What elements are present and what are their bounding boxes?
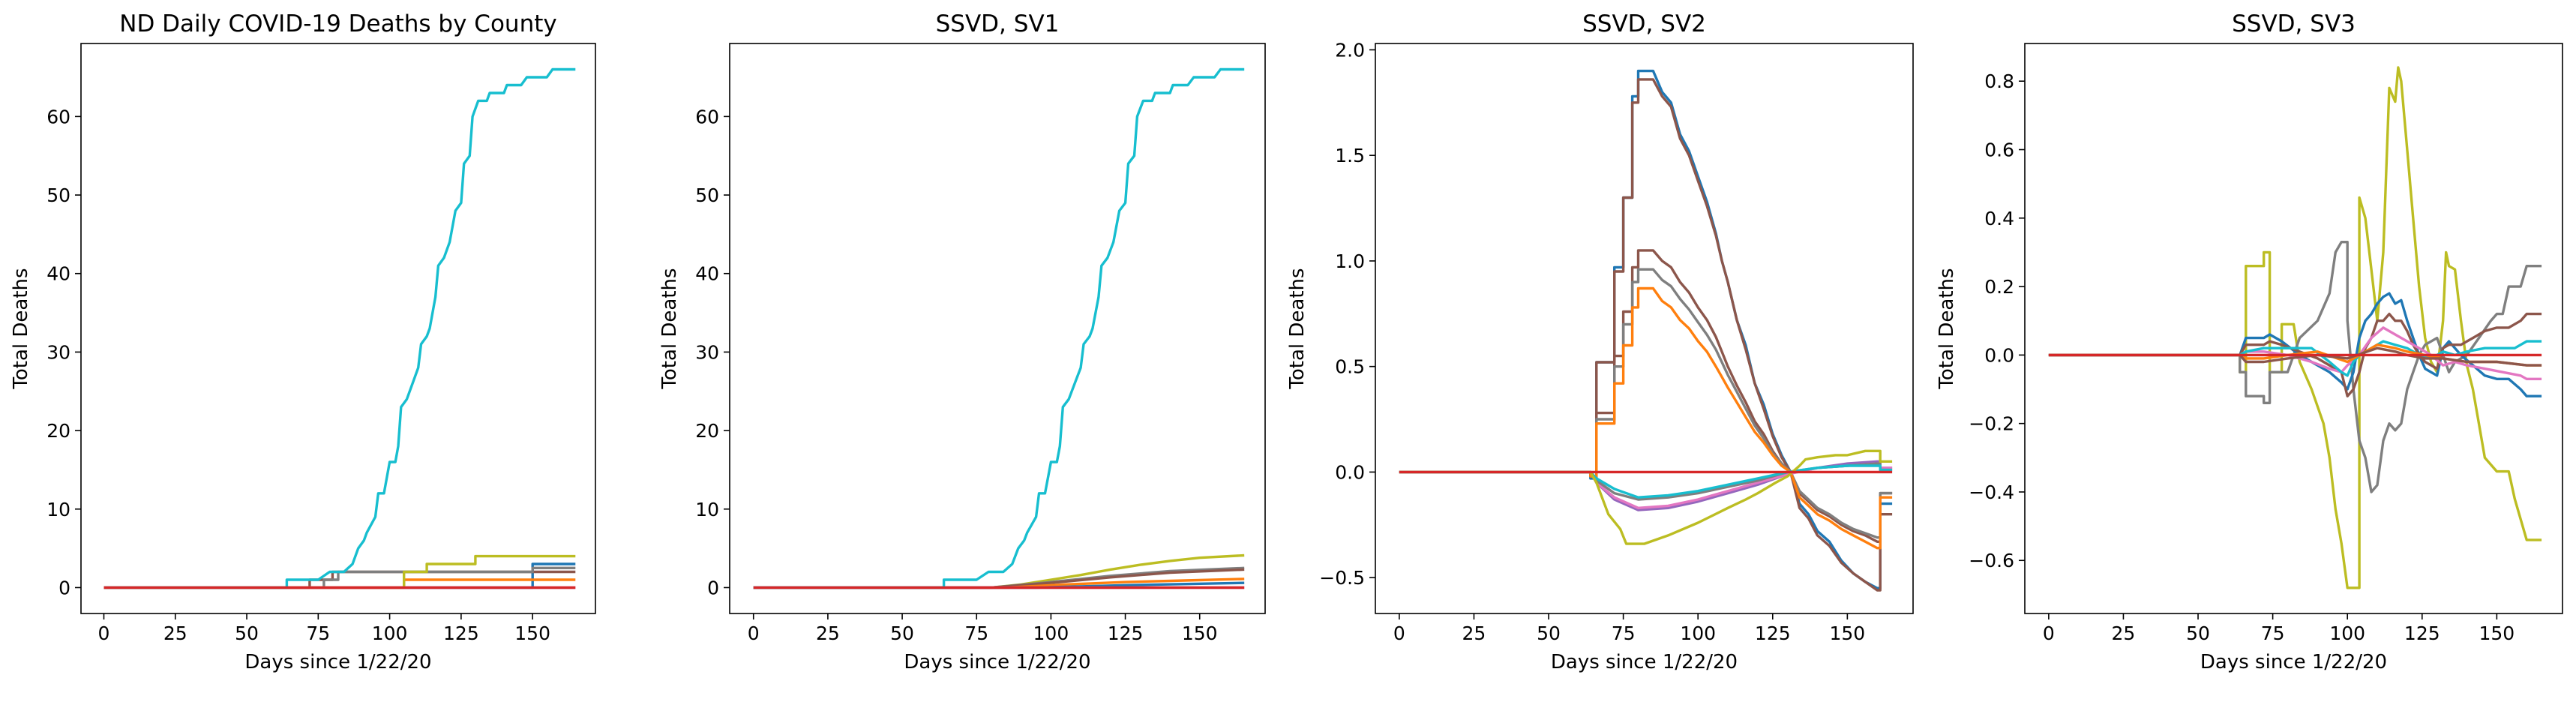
y-tick-label: 50: [695, 184, 719, 206]
chart-panel-4: 0 25 50 75 100 125 150 −0.6 −0.4 −0.2 0.0 0.2 0.4 0.6…: [1936, 10, 2563, 674]
y-tick-label: 10: [695, 499, 719, 520]
x-tick-label: 75: [964, 622, 988, 644]
y-tick-label: 30: [46, 341, 70, 363]
chart-title: SSVD, SV2: [1582, 10, 1706, 38]
series-line-2: [1399, 78, 1893, 592]
y-tick-label: 0.6: [1984, 140, 2014, 161]
series-line-1: [103, 562, 576, 590]
y-tick-label: 30: [695, 341, 719, 363]
x-tick-label: 150: [1182, 622, 1218, 644]
y-axis-label: Total Deaths: [10, 268, 32, 389]
x-tick-label: 0: [748, 622, 760, 644]
x-tick-label: 50: [235, 622, 259, 644]
x-tick-label: 25: [163, 622, 187, 644]
series-line-2: [2048, 241, 2542, 494]
y-tick-label: 0.5: [1335, 356, 1365, 378]
y-tick-label: −0.2: [1969, 413, 2014, 435]
y-axis-label: Total Deaths: [1936, 268, 1958, 389]
chart-panel-2: 0 25 50 75 100 125 150 0 10 20 30 40 50 60 SSVD, SV1 Da…: [658, 10, 1266, 674]
y-tick-label: 40: [46, 263, 70, 285]
series-line-6: [2048, 340, 2542, 377]
x-tick-label: 100: [1680, 622, 1716, 644]
y-tick-label: 50: [46, 184, 70, 206]
y-axis-label: Total Deaths: [658, 268, 681, 389]
x-tick-label: 50: [1537, 622, 1561, 644]
x-tick-label: 0: [1393, 622, 1405, 644]
series-group: [1399, 69, 1893, 592]
y-tick-label: 2.0: [1335, 39, 1365, 61]
series-line-3: [103, 566, 576, 590]
x-tick-label: 25: [816, 622, 840, 644]
x-tick-label: 100: [2329, 622, 2365, 644]
x-tick-label: 75: [2261, 622, 2285, 644]
x-tick-label: 150: [514, 622, 550, 644]
y-tick-label: 20: [695, 420, 719, 442]
plot-frame: [1375, 43, 1914, 614]
x-tick-label: 125: [1108, 622, 1144, 644]
series-line-8: [1399, 462, 1893, 501]
chart-title: ND Daily COVID-19 Deaths by County: [119, 10, 556, 38]
series-group: [753, 68, 1245, 590]
y-tick-label: 1.0: [1335, 250, 1365, 272]
y-tick-label: −0.5: [1319, 567, 1365, 589]
chart-title: SSVD, SV3: [2232, 10, 2356, 38]
y-tick-label: 60: [46, 106, 70, 128]
chart-title: SSVD, SV1: [936, 10, 1060, 38]
x-tick-label: 125: [1755, 622, 1791, 644]
series-group: [103, 68, 576, 590]
chart-panel-3: 0 25 50 75 100 125 150 −0.5 0.0 0.5 1.0 1.5 2.0 SSVD,…: [1286, 10, 1914, 674]
x-tick-label: 75: [306, 622, 330, 644]
y-tick-label: 0.2: [1984, 276, 2014, 298]
x-tick-label: 0: [98, 622, 110, 644]
x-tick-label: 25: [2112, 622, 2136, 644]
series-line-7: [753, 68, 1245, 590]
x-tick-label: 100: [1033, 622, 1069, 644]
y-tick-label: 0.0: [1984, 344, 2014, 366]
plot-frame: [729, 43, 1266, 614]
series-line-5: [1399, 286, 1893, 550]
x-tick-label: 125: [443, 622, 479, 644]
x-axis-label: Days since 1/22/20: [1551, 651, 1738, 674]
x-tick-label: 150: [1830, 622, 1866, 644]
series-line-5: [103, 554, 576, 590]
y-tick-label: 0.4: [1984, 208, 2014, 230]
x-tick-label: 75: [1612, 622, 1636, 644]
x-tick-label: 25: [1462, 622, 1486, 644]
plot-frame: [2024, 43, 2563, 614]
plot-frame: [80, 43, 596, 614]
y-tick-label: 10: [46, 499, 70, 520]
series-line-10: [1399, 449, 1893, 545]
series-line-7: [103, 68, 576, 590]
chart-panel-1: 0 25 50 75 100 125 150 0 10 20 30 40 50 60 ND Daily CO…: [10, 10, 596, 674]
series-line-1: [2048, 66, 2542, 590]
y-tick-label: 0: [707, 577, 719, 598]
series-line-3: [1399, 249, 1893, 543]
x-tick-label: 150: [2479, 622, 2515, 644]
x-tick-label: 0: [2043, 622, 2055, 644]
series-line-8: [2048, 346, 2542, 367]
y-tick-label: 40: [695, 263, 719, 285]
y-tick-label: 0: [58, 577, 70, 598]
series-line-7: [1399, 462, 1893, 509]
x-axis-label: Days since 1/22/20: [244, 651, 431, 674]
y-tick-label: 20: [46, 420, 70, 442]
x-tick-label: 50: [2186, 622, 2210, 644]
y-tick-label: −0.4: [1969, 482, 2014, 503]
series-line-3: [2048, 292, 2542, 398]
x-axis-label: Days since 1/22/20: [2200, 651, 2387, 674]
series-line-4: [1399, 268, 1893, 539]
x-axis-label: Days since 1/22/20: [904, 651, 1090, 674]
x-tick-label: 50: [890, 622, 914, 644]
y-tick-label: 60: [695, 106, 719, 128]
y-axis-label: Total Deaths: [1286, 268, 1309, 389]
y-tick-label: 0.0: [1335, 461, 1365, 483]
y-tick-label: −0.6: [1969, 550, 2014, 572]
y-tick-label: 0.8: [1984, 70, 2014, 92]
x-tick-label: 100: [372, 622, 408, 644]
series-line-9: [1399, 464, 1893, 499]
x-tick-label: 125: [2404, 622, 2440, 644]
y-tick-label: 1.5: [1335, 145, 1365, 166]
series-group: [2048, 66, 2542, 590]
